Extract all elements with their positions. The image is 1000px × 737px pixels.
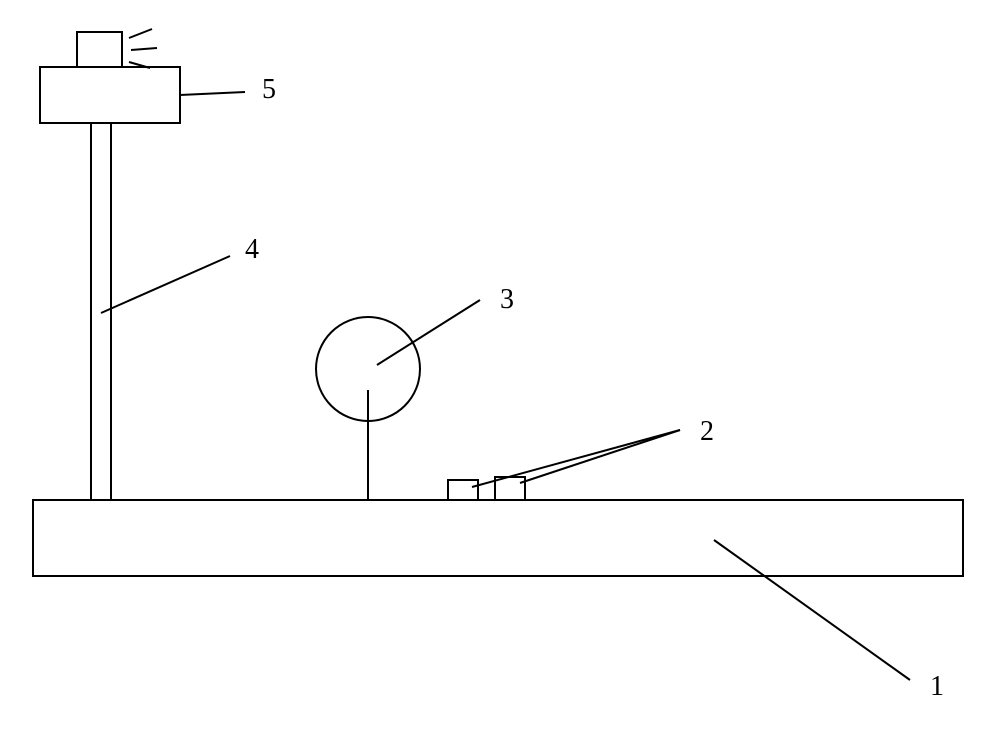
camera-body (40, 67, 180, 123)
camera-top (77, 32, 122, 67)
small-block-0 (448, 480, 478, 500)
leader-1 (714, 540, 910, 680)
leader-3 (377, 300, 480, 365)
leader-2-1 (520, 430, 680, 483)
label-5: 5 (262, 74, 276, 105)
camera-ray-0 (129, 29, 152, 38)
camera-ray-1 (131, 48, 157, 50)
base-plate (33, 500, 963, 576)
label-1: 1 (930, 671, 944, 702)
pole (91, 123, 111, 500)
leader-4 (101, 256, 230, 313)
label-3: 3 (500, 284, 514, 315)
leader-5 (180, 92, 245, 95)
leader-2-0 (472, 430, 680, 487)
label-4: 4 (245, 234, 259, 265)
label-2: 2 (700, 416, 714, 447)
